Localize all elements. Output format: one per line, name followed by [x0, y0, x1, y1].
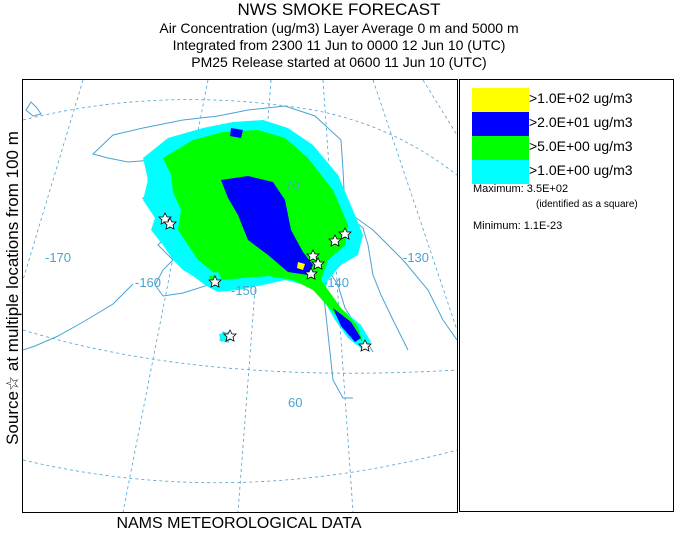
- legend-swatch-cyan: [472, 160, 529, 184]
- legend-entry-level-100: >1.0E+02 ug/m3: [472, 88, 672, 112]
- map-grid-labels: -170 -160 -150 -140 -130 70 60: [45, 178, 429, 410]
- release-info: PM25 Release started at 0600 11 Jun 10 (…: [191, 54, 487, 70]
- latitude-line-55: [23, 449, 457, 484]
- legend-swatch-yellow: [472, 88, 529, 112]
- source-star: [223, 329, 237, 342]
- legend-swatch-green: [472, 136, 529, 160]
- lat-label-70: 70: [285, 178, 299, 193]
- legend-label: >1.0E+02 ug/m3: [529, 90, 633, 106]
- meridian-minus-140: [322, 80, 354, 512]
- maximum-note: (identified as a square): [536, 199, 638, 210]
- forecast-title: NWS SMOKE FORECAST: [237, 0, 441, 19]
- source-star: [328, 234, 342, 247]
- lon-label-minus-150: -150: [231, 283, 257, 298]
- alaska-canada-border: [322, 287, 353, 399]
- meridian-minus-120: [422, 80, 457, 136]
- plume-level-20-patch: [230, 128, 243, 138]
- plume-level-20-southeast: [333, 308, 361, 342]
- legend-swatch-blue: [472, 112, 529, 136]
- meridian-minus-130: [372, 80, 457, 331]
- legend-entry-level-5: >5.0E+00 ug/m3: [472, 136, 672, 160]
- lon-label-minus-140: -140: [323, 275, 349, 290]
- coast-siberia-islet: [25, 101, 42, 117]
- source-star: [208, 275, 222, 288]
- plume-level-100: [297, 262, 305, 270]
- maximum-value: Maximum: 3.5E+02: [473, 183, 569, 195]
- plume-level-20: [221, 176, 313, 275]
- smoke-plume: [143, 120, 371, 350]
- source-star: [358, 339, 372, 352]
- minimum-value: Minimum: 1.1E-23: [473, 220, 563, 232]
- lon-label-minus-160: -160: [135, 275, 161, 290]
- map-panel: -170 -160 -150 -140 -130 70 60: [22, 79, 458, 513]
- legend-entry-level-20: >2.0E+01 ug/m3: [472, 112, 672, 136]
- latitude-line-70: [23, 99, 457, 176]
- lon-label-minus-170: -170: [45, 250, 71, 265]
- concentration-subtitle: Air Concentration (ug/m3) Layer Average …: [159, 20, 519, 36]
- source-star: [163, 217, 177, 230]
- lat-label-60: 60: [288, 395, 302, 410]
- canada-interior-line: [340, 209, 409, 351]
- lon-label-minus-130: -130: [403, 250, 429, 265]
- source-star: [306, 249, 320, 262]
- coast-aleutian-chain: [23, 283, 134, 351]
- legend-label: >2.0E+01 ug/m3: [529, 114, 633, 130]
- meteorological-data-label: NAMS METEOROLOGICAL DATA: [116, 515, 362, 532]
- source-star: [338, 227, 352, 240]
- legend-panel: >1.0E+02 ug/m3 >2.0E+01 ug/m3 >5.0E+00 u…: [459, 79, 674, 512]
- legend-entry-level-1: >1.0E+00 ug/m3: [472, 160, 672, 184]
- source-star: [304, 267, 318, 280]
- coast-canada: [344, 209, 457, 341]
- meridian-minus-170: [23, 80, 84, 281]
- legend-label: >5.0E+00 ug/m3: [529, 138, 633, 154]
- latitude-line-60: [23, 329, 457, 374]
- source-markers: [158, 212, 372, 352]
- source-star: [311, 257, 325, 270]
- smoke-map: -170 -160 -150 -140 -130 70 60: [23, 80, 457, 512]
- legend-label: >1.0E+00 ug/m3: [529, 162, 633, 178]
- integration-period: Integrated from 2300 11 Jun to 0000 12 J…: [172, 37, 506, 53]
- source-label: Source☆ at multiple locations from 100 m: [3, 131, 22, 445]
